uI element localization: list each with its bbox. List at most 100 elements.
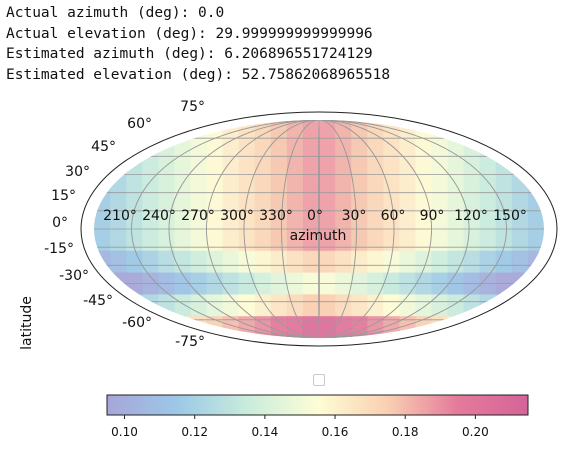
- heatmap-cell: [190, 120, 208, 143]
- output-line: Estimated azimuth (deg): 6.2068965517241…: [6, 46, 373, 62]
- heatmap-cell: [319, 207, 336, 230]
- heatmap-cell: [190, 294, 208, 317]
- azimuth-tick-label: 240°: [142, 208, 176, 224]
- heatmap-cell: [431, 250, 449, 274]
- heatmap-cell: [286, 294, 304, 317]
- heatmap-cell: [302, 294, 320, 317]
- heatmap-cell: [479, 250, 497, 274]
- heatmap-cell: [447, 207, 465, 230]
- heatmap-cell: [126, 141, 143, 165]
- heatmap-cell: [399, 141, 417, 165]
- azimuth-tick-label: 60°: [381, 208, 406, 224]
- checkbox-icon[interactable]: [313, 374, 325, 386]
- latitude-tick-label: 0°: [52, 215, 68, 231]
- heatmap-cell: [527, 229, 544, 252]
- heatmap-cell: [527, 120, 544, 143]
- heatmap-cell: [511, 250, 529, 274]
- heatmap-cell: [238, 207, 256, 230]
- heatmap-cell: [190, 229, 208, 252]
- output-line: Estimated elevation (deg): 52.7586206896…: [6, 66, 391, 83]
- heatmap-cell: [479, 207, 497, 230]
- heatmap-cell: [206, 229, 224, 252]
- heatmap-cell: [495, 316, 513, 338]
- heatmap-cell: [367, 316, 384, 338]
- heatmap-cell: [431, 229, 449, 252]
- heatmap-cell: [527, 141, 544, 165]
- heatmap-cell: [270, 229, 288, 252]
- heatmap-cell: [190, 250, 208, 274]
- heatmap-cell: [302, 185, 320, 208]
- heatmap-cell: [110, 207, 127, 230]
- colorbar-tick-label: 0.18: [392, 425, 419, 439]
- heatmap-cell: [511, 120, 529, 143]
- heatmap-cell: [206, 185, 224, 208]
- azimuth-tick-labels: 210° 240° 270° 300° 330° 0° 30° 60° 90° 120° 150°: [103, 208, 527, 224]
- heatmap-cell: [126, 250, 143, 274]
- heatmap-cell: [431, 185, 449, 208]
- latitude-tick-label: 45°: [91, 139, 116, 155]
- heatmap-cell: [270, 141, 288, 165]
- heatmap-cell: [222, 185, 240, 208]
- heatmap-cell: [302, 250, 320, 274]
- heatmap-cell: [110, 229, 127, 252]
- heatmap-cell: [142, 185, 159, 208]
- heatmap-cell: [447, 141, 465, 165]
- heatmap-cell: [351, 207, 368, 230]
- heatmap-cell: [367, 207, 384, 230]
- heatmap-cell: [335, 250, 352, 274]
- heatmap-cell: [94, 185, 111, 208]
- heatmap-cell: [126, 207, 143, 230]
- heatmap-cell: [383, 250, 400, 274]
- heatmap-cell: [110, 185, 127, 208]
- heatmap-cell: [399, 229, 417, 252]
- heatmap-cell: [254, 207, 272, 230]
- latitude-tick-label: -30°: [59, 268, 89, 284]
- heatmap-cell: [126, 185, 143, 208]
- heatmap-cell: [479, 141, 497, 165]
- heatmap-cell: [222, 207, 240, 230]
- heatmap-cell: [254, 185, 272, 208]
- heatmap-cell: [142, 207, 159, 230]
- heatmap-cell: [190, 185, 208, 208]
- latitude-tick-label: 75°: [180, 99, 205, 115]
- heatmap-cell: [495, 207, 513, 230]
- heatmap-cell: [254, 250, 272, 274]
- heatmap-cell: [206, 250, 224, 274]
- heatmap-cell: [158, 294, 175, 317]
- x-axis-label: azimuth: [290, 228, 347, 244]
- azimuth-tick-label: 210°: [103, 208, 137, 224]
- heatmap-cell: [527, 272, 544, 295]
- heatmap-cell: [238, 250, 256, 274]
- heatmap-cell: [254, 294, 272, 317]
- heatmap-cell: [511, 207, 529, 230]
- heatmap-cell: [399, 250, 417, 274]
- heatmap-cell: [463, 207, 481, 230]
- heatmap-cell: [431, 120, 449, 143]
- heatmap-cell: [367, 185, 384, 208]
- heatmap-cell: [415, 120, 433, 143]
- heatmap-cell: [270, 250, 288, 274]
- heatmap-cell: [286, 250, 304, 274]
- latitude-tick-label: 30°: [65, 164, 90, 180]
- azimuth-tick-label: 300°: [220, 208, 254, 224]
- heatmap-cell: [399, 185, 417, 208]
- map-frame: [80, 111, 558, 347]
- heatmap-cell: [495, 185, 513, 208]
- heatmap-cell: [319, 229, 336, 252]
- heatmap-cell: [319, 294, 336, 317]
- heatmap-cell: [222, 294, 240, 317]
- azimuth-tick-label: 120°: [454, 208, 488, 224]
- heatmap-cell: [335, 229, 352, 252]
- heatmap-cell: [511, 229, 529, 252]
- heatmap-cell: [319, 141, 336, 165]
- heatmap-cell: [383, 185, 400, 208]
- latitude-tick-label: -15°: [44, 241, 74, 257]
- heatmap-cell: [238, 294, 256, 317]
- heatmap-cell: [174, 294, 192, 317]
- heatmap-cell: [206, 207, 224, 230]
- heatmap-cell: [222, 141, 240, 165]
- heatmap-cell: [335, 185, 352, 208]
- heatmap-cell: [142, 141, 159, 165]
- colorbar-tick-label: 0.12: [181, 425, 208, 439]
- heatmap-cell: [415, 250, 433, 274]
